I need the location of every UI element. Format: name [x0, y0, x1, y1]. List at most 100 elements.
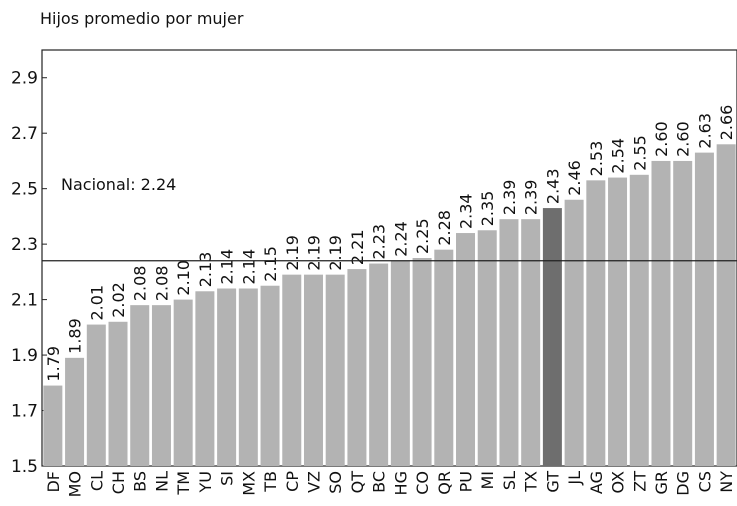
value-label: 2.55	[630, 135, 649, 171]
bar	[651, 160, 671, 466]
bar	[151, 305, 171, 466]
value-label: 2.13	[196, 252, 215, 288]
value-label: 2.14	[218, 249, 237, 285]
x-tick-label: CH	[109, 471, 128, 494]
value-label: 2.60	[674, 121, 693, 157]
x-tick-label: BC	[370, 471, 389, 493]
x-tick-label: TB	[261, 471, 280, 493]
x-tick-label: JL	[565, 471, 584, 486]
x-tick-label: SO	[326, 471, 345, 494]
bar	[325, 274, 345, 466]
bar	[43, 385, 63, 466]
bar	[260, 285, 280, 466]
bar	[303, 274, 323, 466]
bar	[608, 177, 628, 466]
bar	[369, 263, 389, 466]
value-label: 2.19	[304, 235, 323, 271]
x-tick-label: CL	[87, 471, 106, 491]
value-label: 2.23	[370, 224, 389, 260]
x-tick-label: OX	[609, 471, 628, 494]
value-label: 2.63	[695, 113, 714, 149]
x-tick-label: GT	[543, 471, 562, 493]
x-tick-label: YU	[196, 471, 215, 493]
y-tick-label: 2.7	[11, 124, 38, 144]
value-label: 2.39	[522, 180, 541, 216]
bar	[629, 174, 649, 467]
bar	[282, 274, 302, 466]
y-tick-label: 2.3	[11, 235, 38, 255]
bar	[65, 357, 85, 466]
x-tick-label: BS	[131, 471, 150, 492]
x-tick-label: AG	[587, 471, 606, 494]
value-label: 2.08	[152, 266, 171, 302]
value-label: 2.10	[174, 260, 193, 296]
bar	[564, 199, 584, 466]
bar	[456, 233, 476, 466]
value-label: 2.15	[261, 246, 280, 282]
value-label: 2.01	[87, 285, 106, 321]
bar	[238, 288, 258, 466]
value-label: 2.35	[478, 191, 497, 227]
value-label: 2.24	[391, 221, 410, 257]
bar	[108, 321, 128, 466]
reference-label: Nacional: 2.24	[61, 175, 176, 194]
bar	[390, 260, 410, 466]
bar	[195, 291, 215, 466]
x-tick-label: NL	[152, 471, 171, 492]
value-label: 2.66	[717, 105, 736, 141]
bar	[173, 299, 193, 466]
x-tick-label: GR	[652, 471, 671, 495]
bar	[716, 144, 736, 466]
y-tick-label: 1.9	[11, 346, 38, 366]
x-tick-label: QR	[435, 471, 454, 495]
value-label: 2.14	[239, 249, 258, 285]
bar	[130, 305, 150, 466]
x-tick-label: NY	[717, 471, 736, 493]
value-label: 2.02	[109, 282, 128, 318]
bar	[477, 230, 497, 466]
x-tick-label: DF	[44, 471, 63, 493]
bar	[542, 208, 562, 466]
value-label: 2.19	[326, 235, 345, 271]
x-tick-label: CP	[283, 471, 302, 492]
value-label: 2.53	[587, 141, 606, 177]
value-label: 2.19	[283, 235, 302, 271]
bar	[499, 219, 519, 466]
x-tick-label: QT	[348, 471, 367, 494]
plot-frame	[41, 49, 737, 467]
value-label: 2.54	[609, 138, 628, 174]
bar	[86, 324, 106, 466]
value-label: 2.60	[652, 121, 671, 157]
y-tick-label: 1.7	[11, 402, 38, 422]
value-label: 2.46	[565, 160, 584, 196]
x-tick-label: TM	[174, 471, 193, 496]
y-tick-label: 2.9	[11, 69, 38, 89]
bar	[347, 269, 367, 466]
bar	[434, 249, 454, 466]
value-label: 1.89	[66, 318, 85, 354]
x-tick-label: MX	[239, 471, 258, 496]
x-tick-label: TX	[522, 471, 541, 493]
x-tick-label: SL	[500, 471, 519, 490]
y-tick-label: 2.5	[11, 180, 38, 200]
bar	[521, 219, 541, 466]
x-tick-label: ZT	[630, 471, 649, 492]
value-label: 2.34	[457, 193, 476, 229]
x-tick-label: SI	[218, 471, 237, 486]
value-label: 2.43	[543, 168, 562, 204]
x-tick-label: CS	[695, 471, 714, 492]
x-tick-label: PU	[457, 471, 476, 492]
x-tick-label: CO	[413, 471, 432, 495]
bar	[586, 180, 606, 466]
y-tick-label: 1.5	[11, 457, 38, 477]
y-tick-label: 2.1	[11, 291, 38, 311]
value-label: 1.79	[44, 346, 63, 382]
x-tick-label: HG	[391, 471, 410, 495]
x-tick-label: MI	[478, 471, 497, 490]
value-label: 2.39	[500, 180, 519, 216]
x-tick-label: MO	[66, 471, 85, 497]
x-tick-label: VZ	[304, 471, 323, 493]
bar	[694, 152, 714, 466]
value-label: 2.28	[435, 210, 454, 246]
